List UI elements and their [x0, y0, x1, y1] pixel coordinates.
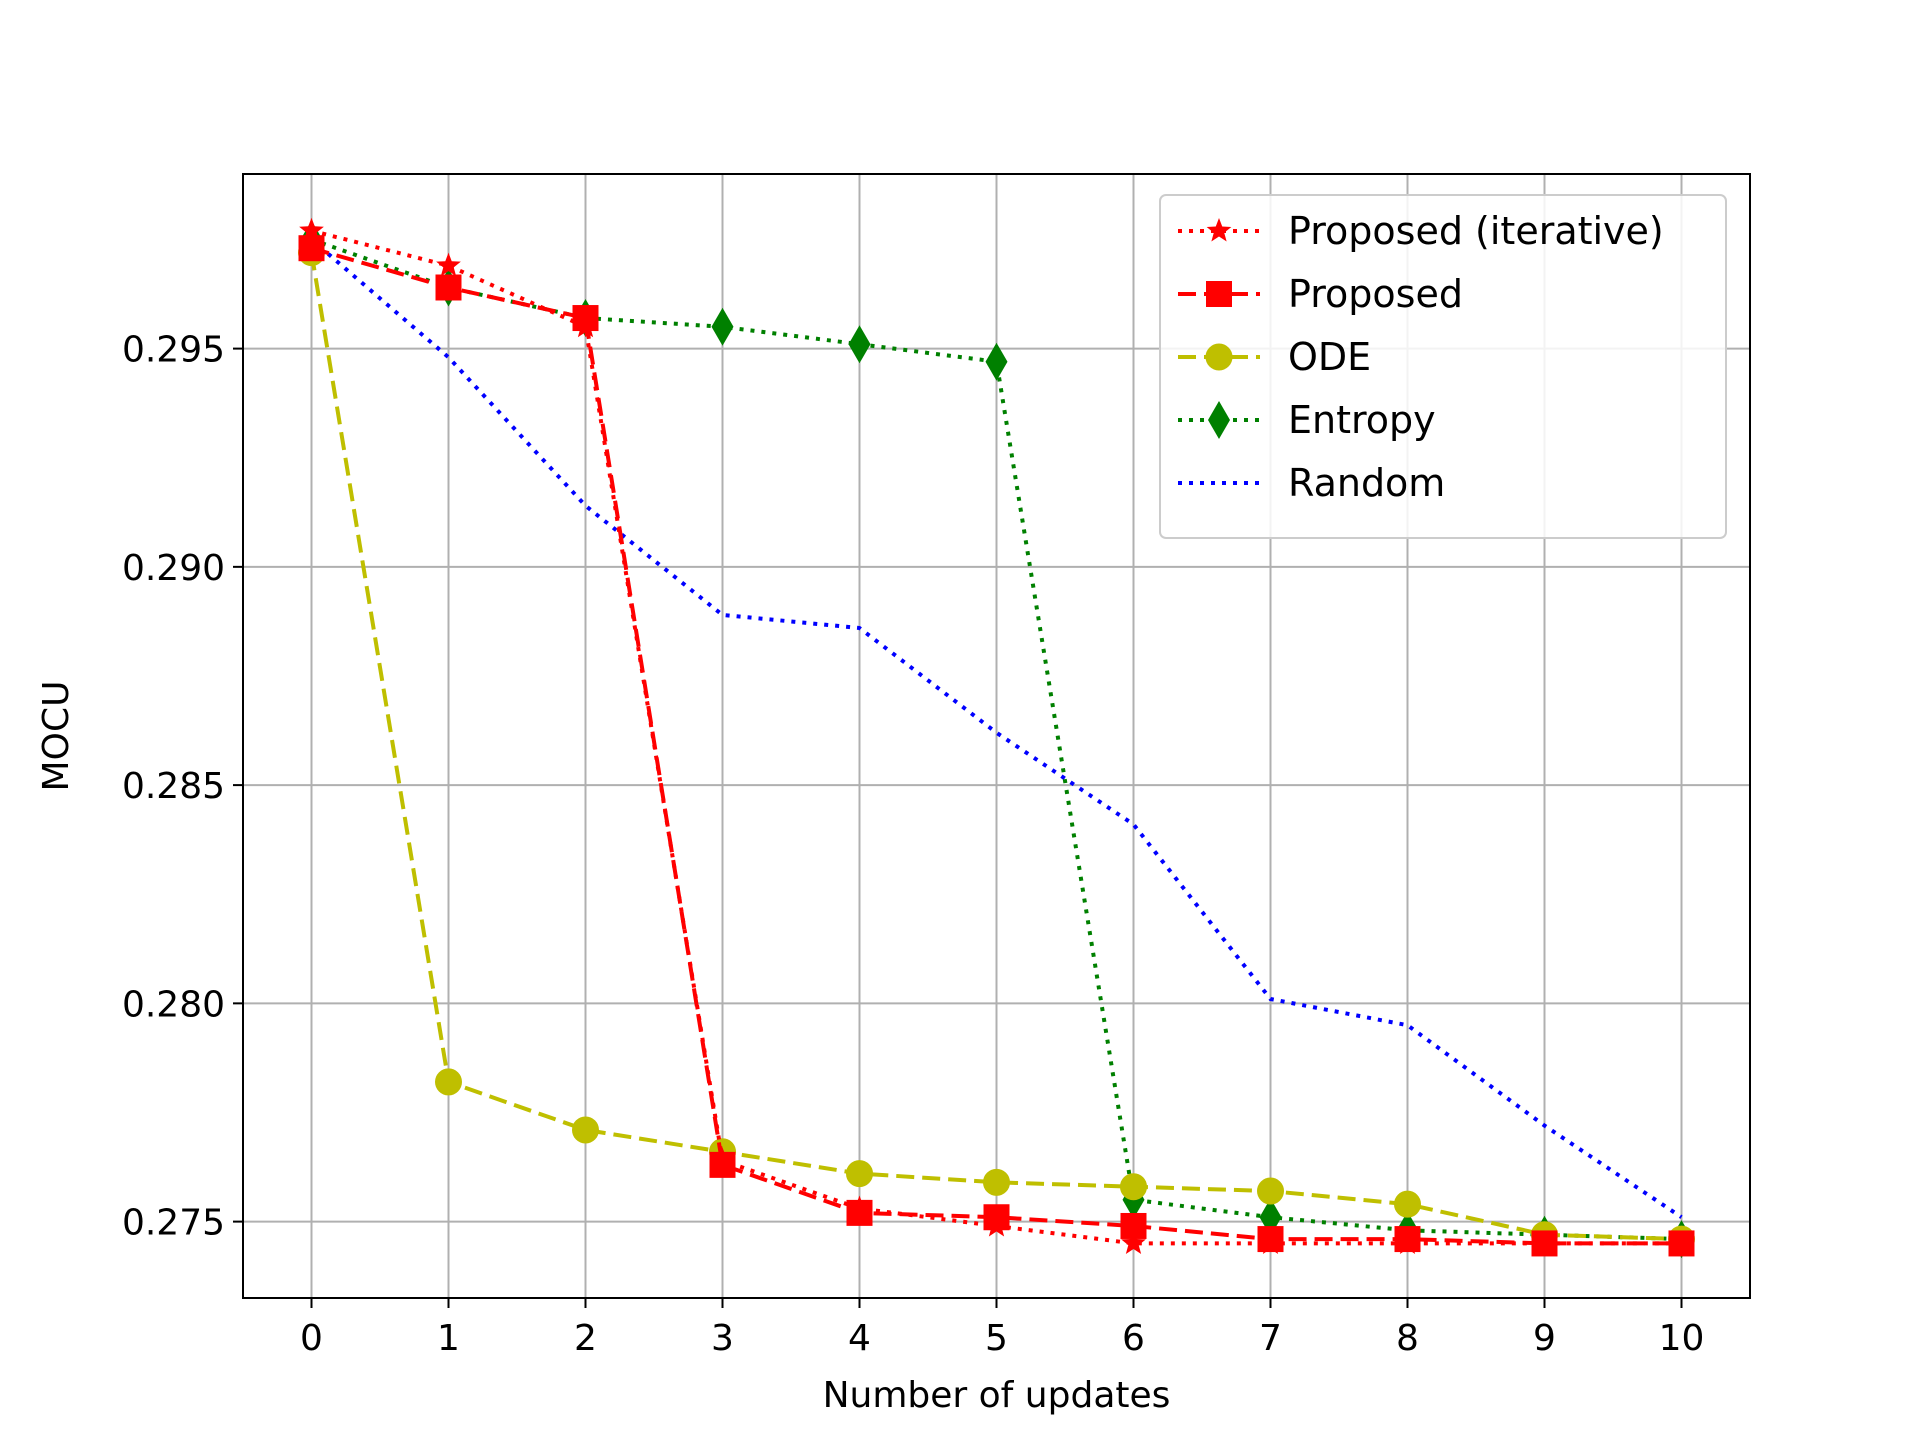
legend-marker-point [1206, 281, 1232, 307]
legend-label: ODE [1288, 335, 1371, 379]
series-marker-point [1121, 1230, 1146, 1254]
legend-marker-point [1205, 343, 1233, 371]
x-tick-label: 8 [1396, 1318, 1419, 1359]
series-marker-point [298, 235, 325, 262]
series-marker-point [1120, 1173, 1147, 1201]
series-marker-point [435, 1068, 462, 1096]
axis-ticks: 0 1 2 3 4 5 6 7 8 9 10 0.275 0.280 0.285 0.290 0.295 [122, 330, 1704, 1359]
series-marker-point [1257, 1177, 1284, 1205]
series-marker-point [436, 252, 461, 277]
series-marker-point [847, 1195, 872, 1220]
series-marker-point [1258, 1230, 1283, 1254]
y-tick-label: 0.280 [122, 984, 225, 1025]
series-marker-point [573, 313, 598, 338]
series-marker-point [1394, 1190, 1421, 1218]
legend-label: Proposed [1288, 272, 1463, 316]
series-line [309, 252, 1682, 1242]
series-marker-point [1532, 1230, 1557, 1254]
legend-item: ODE [1178, 335, 1371, 379]
x-tick-label: 6 [1122, 1318, 1145, 1359]
x-tick-label: 0 [300, 1318, 323, 1359]
legend: Proposed (iterative) Proposed ODE Entropy Ra… [1159, 194, 1727, 539]
y-tick-label: 0.275 [122, 1203, 225, 1244]
x-tick-label: 1 [437, 1318, 460, 1359]
legend-item: Entropy [1178, 398, 1436, 442]
x-tick-label: 9 [1533, 1318, 1556, 1359]
y-axis-label: MOCU [36, 681, 77, 792]
legend-marker-point [1206, 218, 1232, 242]
y-tick-label: 0.295 [122, 330, 225, 371]
series-marker-point [848, 325, 871, 364]
series-marker-point [983, 1168, 1010, 1196]
legend-item: Random [1178, 461, 1445, 505]
series-marker-point [984, 1212, 1009, 1237]
series-marker-point [435, 274, 462, 301]
series-marker-point [710, 1147, 735, 1172]
y-tick-label: 0.290 [122, 548, 225, 589]
series-marker-point [1669, 1230, 1694, 1254]
x-tick-label: 10 [1659, 1318, 1705, 1359]
x-tick-label: 2 [574, 1318, 597, 1359]
legend-box [1159, 194, 1727, 539]
y-tick-label: 0.285 [122, 766, 225, 807]
x-tick-label: 7 [1259, 1318, 1282, 1359]
series-line [310, 246, 1682, 1246]
x-tick-label: 5 [985, 1318, 1008, 1359]
x-axis-label: Number of updates [823, 1375, 1171, 1416]
series-marker-point [299, 217, 324, 242]
legend-item: Proposed (iterative) [1178, 209, 1664, 253]
legend-label: Proposed (iterative) [1288, 209, 1664, 253]
legend-marker-point [1208, 401, 1230, 439]
series-marker-point [985, 342, 1008, 381]
series-marker-point [846, 1160, 873, 1188]
legend-label: Random [1288, 461, 1445, 505]
x-tick-label: 3 [711, 1318, 734, 1359]
series-layer [298, 217, 1695, 1259]
series-proposed-iterative [299, 217, 1694, 1254]
legend-label: Entropy [1288, 398, 1436, 442]
series-marker-point [572, 1116, 599, 1144]
series-marker-point [711, 307, 734, 346]
legend-item: Proposed [1178, 272, 1463, 316]
x-tick-label: 4 [848, 1318, 871, 1359]
series-marker-point [1395, 1230, 1420, 1254]
